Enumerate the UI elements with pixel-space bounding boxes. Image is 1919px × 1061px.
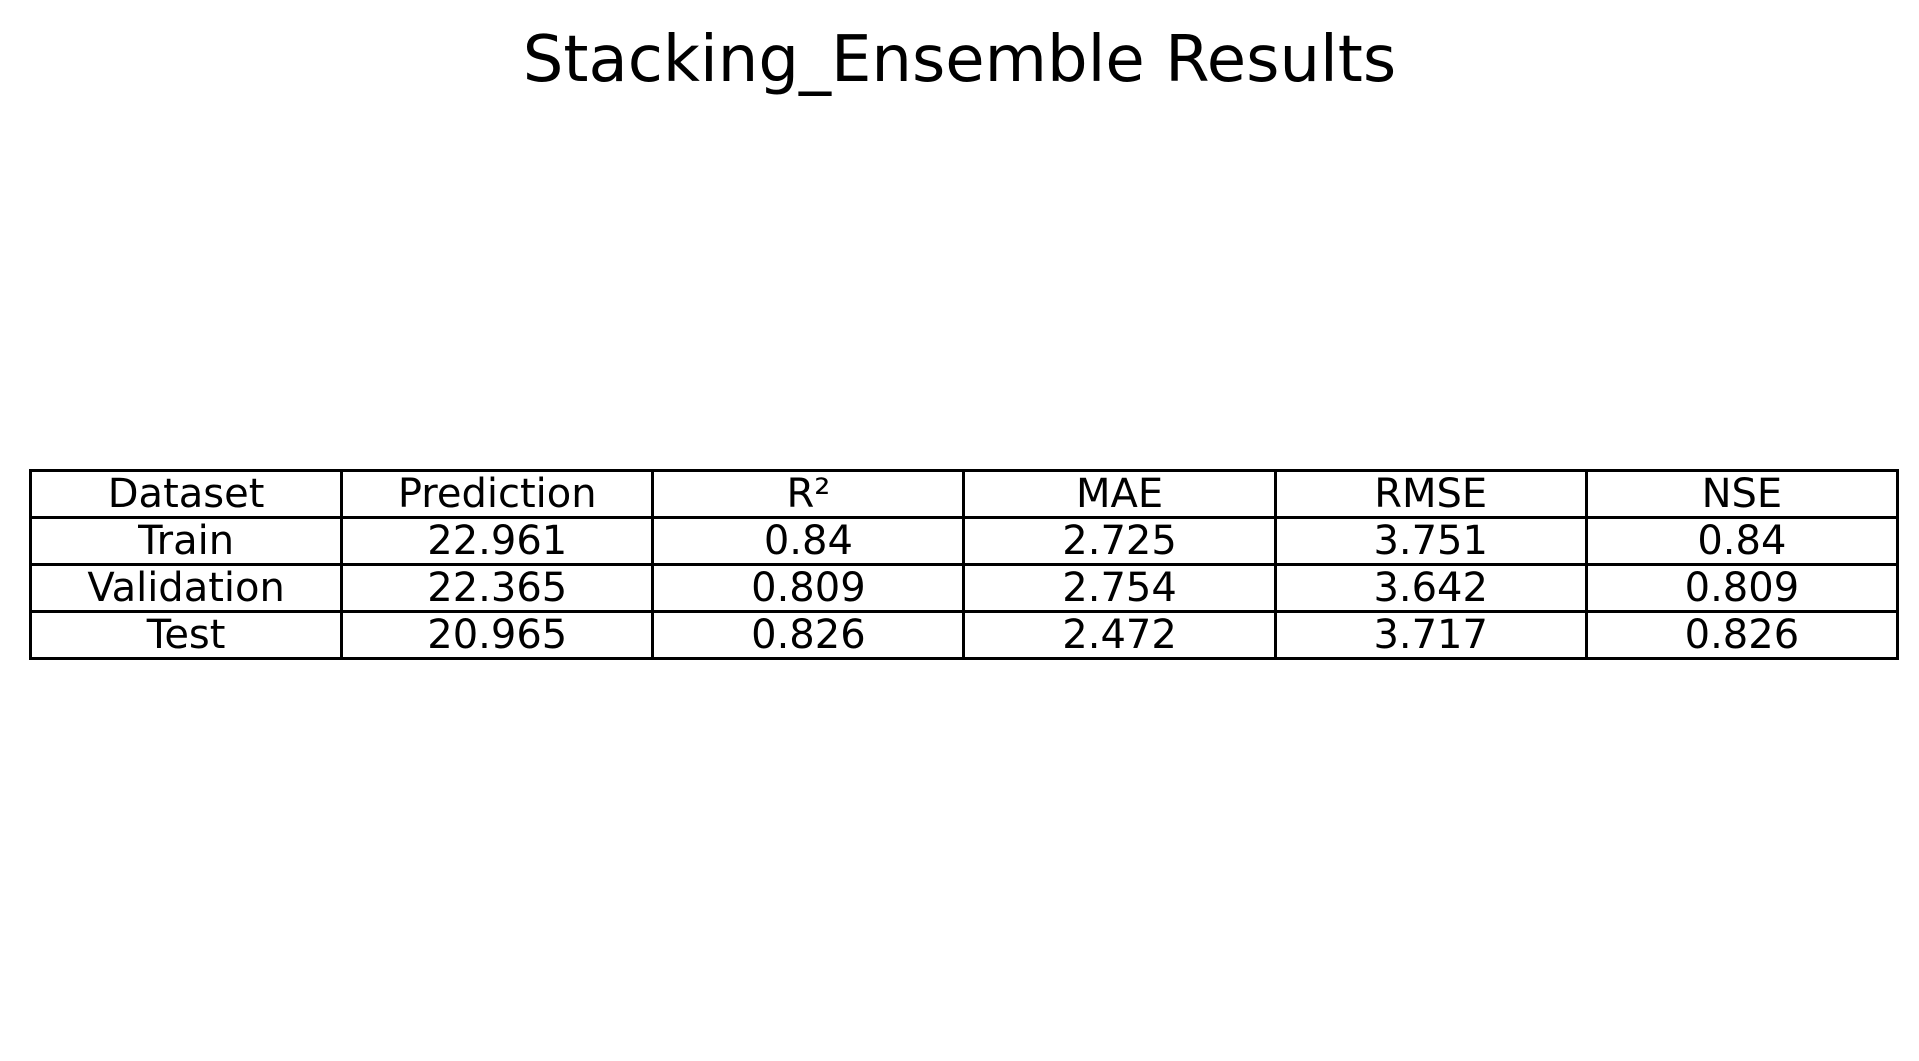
results-table: Dataset Prediction R² MAE RMSE NSE Train…: [28, 469, 1900, 660]
table-cell: 0.84: [651, 516, 966, 566]
table-header-row: Dataset Prediction R² MAE RMSE NSE: [28, 469, 1900, 519]
table-cell: 3.717: [1273, 610, 1588, 660]
table-cell: 20.965: [340, 610, 655, 660]
table-cell: 2.725: [962, 516, 1277, 566]
chart-title: Stacking_Ensemble Results: [522, 23, 1397, 97]
table-cell: Train: [28, 516, 344, 566]
table-cell: 3.642: [1273, 563, 1588, 613]
table-cell: 0.826: [651, 610, 966, 660]
table-cell: Test: [28, 610, 344, 660]
column-header: NSE: [1584, 469, 1900, 519]
table-cell: 0.809: [1584, 563, 1900, 613]
column-header: MAE: [962, 469, 1277, 519]
table-cell: 2.754: [962, 563, 1277, 613]
table-row: Train 22.961 0.84 2.725 3.751 0.84: [28, 516, 1900, 566]
column-header: Dataset: [28, 469, 344, 519]
table-row: Validation 22.365 0.809 2.754 3.642 0.80…: [28, 563, 1900, 613]
table-row: Test 20.965 0.826 2.472 3.717 0.826: [28, 610, 1900, 660]
column-header: Prediction: [340, 469, 655, 519]
table-cell: 3.751: [1273, 516, 1588, 566]
table-cell: 0.809: [651, 563, 966, 613]
table-cell: 2.472: [962, 610, 1277, 660]
table-cell: 0.84: [1584, 516, 1900, 566]
table-cell: 22.365: [340, 563, 655, 613]
column-header: RMSE: [1273, 469, 1588, 519]
table-cell: 0.826: [1584, 610, 1900, 660]
column-header: R²: [651, 469, 966, 519]
table-cell: Validation: [28, 563, 344, 613]
table-cell: 22.961: [340, 516, 655, 566]
